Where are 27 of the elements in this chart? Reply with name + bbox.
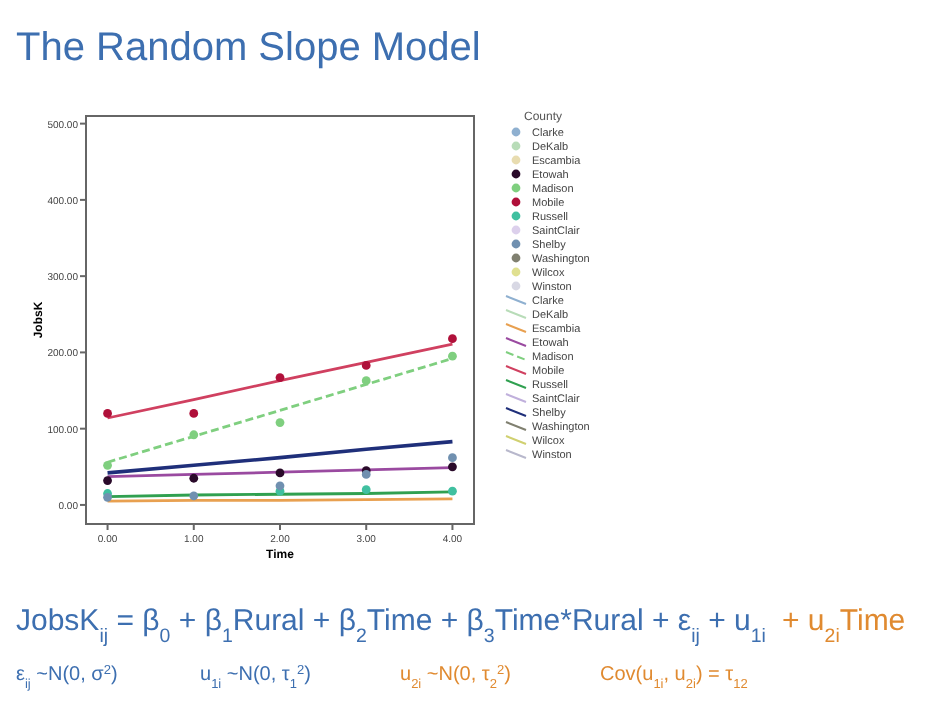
point xyxy=(275,373,285,382)
text: ε$_{ij}$ ~N(0, σ$^{2}$) xyxy=(16,663,118,691)
line-series xyxy=(105,439,455,475)
point xyxy=(275,468,285,478)
point xyxy=(361,485,371,495)
text: u$_{1i}$ ~N(0, τ$_{1}$$^{2}$) xyxy=(200,663,311,691)
text: + u$_{2i}$Time xyxy=(782,604,906,647)
point xyxy=(189,430,199,440)
point xyxy=(275,481,285,491)
point xyxy=(448,453,457,463)
chart-title: The Random Slope Model xyxy=(16,26,481,70)
point xyxy=(361,376,371,386)
point xyxy=(448,334,457,344)
point xyxy=(275,418,285,427)
point xyxy=(448,351,457,361)
point xyxy=(448,486,457,496)
point xyxy=(448,462,457,472)
point xyxy=(103,409,112,418)
point xyxy=(189,473,199,483)
text: Cov(u$_{1i}$, u$_{2i}$) = τ$_{12}$ xyxy=(600,664,749,691)
text: JobsK$_{ij}$ = β$_{0}$ + β$_{1}$Rural + β$_{2}$Time + β$_{3}$Time*Rural + ε$_{ij}$ + u$_{1i}$ xyxy=(16,604,766,647)
point xyxy=(103,476,112,485)
point xyxy=(189,491,199,501)
point xyxy=(103,460,112,470)
point xyxy=(189,409,199,418)
point xyxy=(361,360,371,370)
text: u$_{2i}$ ~N(0, τ$_{2}$$^{2}$) xyxy=(400,663,511,691)
